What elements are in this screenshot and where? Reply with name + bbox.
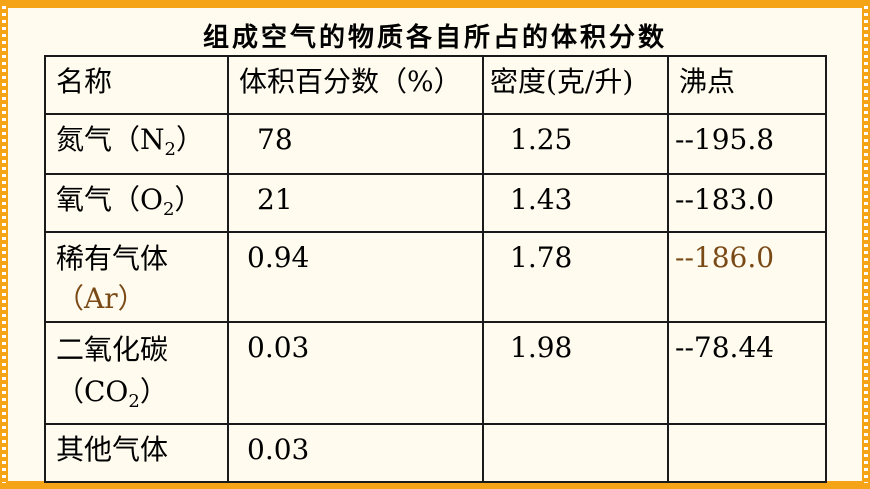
percent-cell: 0.03 bbox=[227, 321, 484, 425]
boiling-cell: --195.8 bbox=[667, 113, 827, 175]
header-boiling: 沸点 bbox=[667, 55, 827, 115]
density-cell: 1.43 bbox=[482, 173, 669, 233]
boiling-cell bbox=[667, 423, 827, 483]
name-cell: 其他气体 bbox=[44, 423, 229, 483]
page-title: 组成空气的物质各自所占的体积分数 bbox=[202, 23, 667, 53]
percent-cell: 78 bbox=[227, 113, 484, 175]
name-cell: 稀有气体 （Ar） bbox=[44, 231, 229, 323]
boiling-cell: --183.0 bbox=[667, 173, 827, 233]
name-cell: 氮气（N2） bbox=[44, 113, 229, 175]
percent-cell: 0.03 bbox=[227, 423, 484, 483]
table-row: 二氧化碳 （CO2） 0.03 1.98 --78.44 bbox=[44, 321, 827, 425]
table-header-row: 名称 体积百分数（%） 密度(克/升) 沸点 bbox=[44, 55, 827, 115]
table-row: 其他气体 0.03 bbox=[44, 423, 827, 483]
table-row: 氮气（N2） 78 1.25 --195.8 bbox=[44, 113, 827, 175]
boiling-cell: --186.0 bbox=[667, 231, 827, 323]
boiling-cell: --78.44 bbox=[667, 321, 827, 425]
header-name: 名称 bbox=[44, 55, 229, 115]
percent-cell: 21 bbox=[227, 173, 484, 233]
density-cell: 1.78 bbox=[482, 231, 669, 323]
header-percent: 体积百分数（%） bbox=[227, 55, 484, 115]
name-cell: 二氧化碳 （CO2） bbox=[44, 321, 229, 425]
density-cell bbox=[482, 423, 669, 483]
table-row: 氧气（O2） 21 1.43 --183.0 bbox=[44, 173, 827, 233]
density-cell: 1.98 bbox=[482, 321, 669, 425]
air-composition-table: 名称 体积百分数（%） 密度(克/升) 沸点 氮气（N2） 78 1.25 --… bbox=[44, 55, 827, 483]
percent-cell: 0.94 bbox=[227, 231, 484, 323]
table-row: 稀有气体 （Ar） 0.94 1.78 --186.0 bbox=[44, 231, 827, 323]
density-cell: 1.25 bbox=[482, 113, 669, 175]
header-density: 密度(克/升) bbox=[482, 55, 669, 115]
name-cell: 氧气（O2） bbox=[44, 173, 229, 233]
